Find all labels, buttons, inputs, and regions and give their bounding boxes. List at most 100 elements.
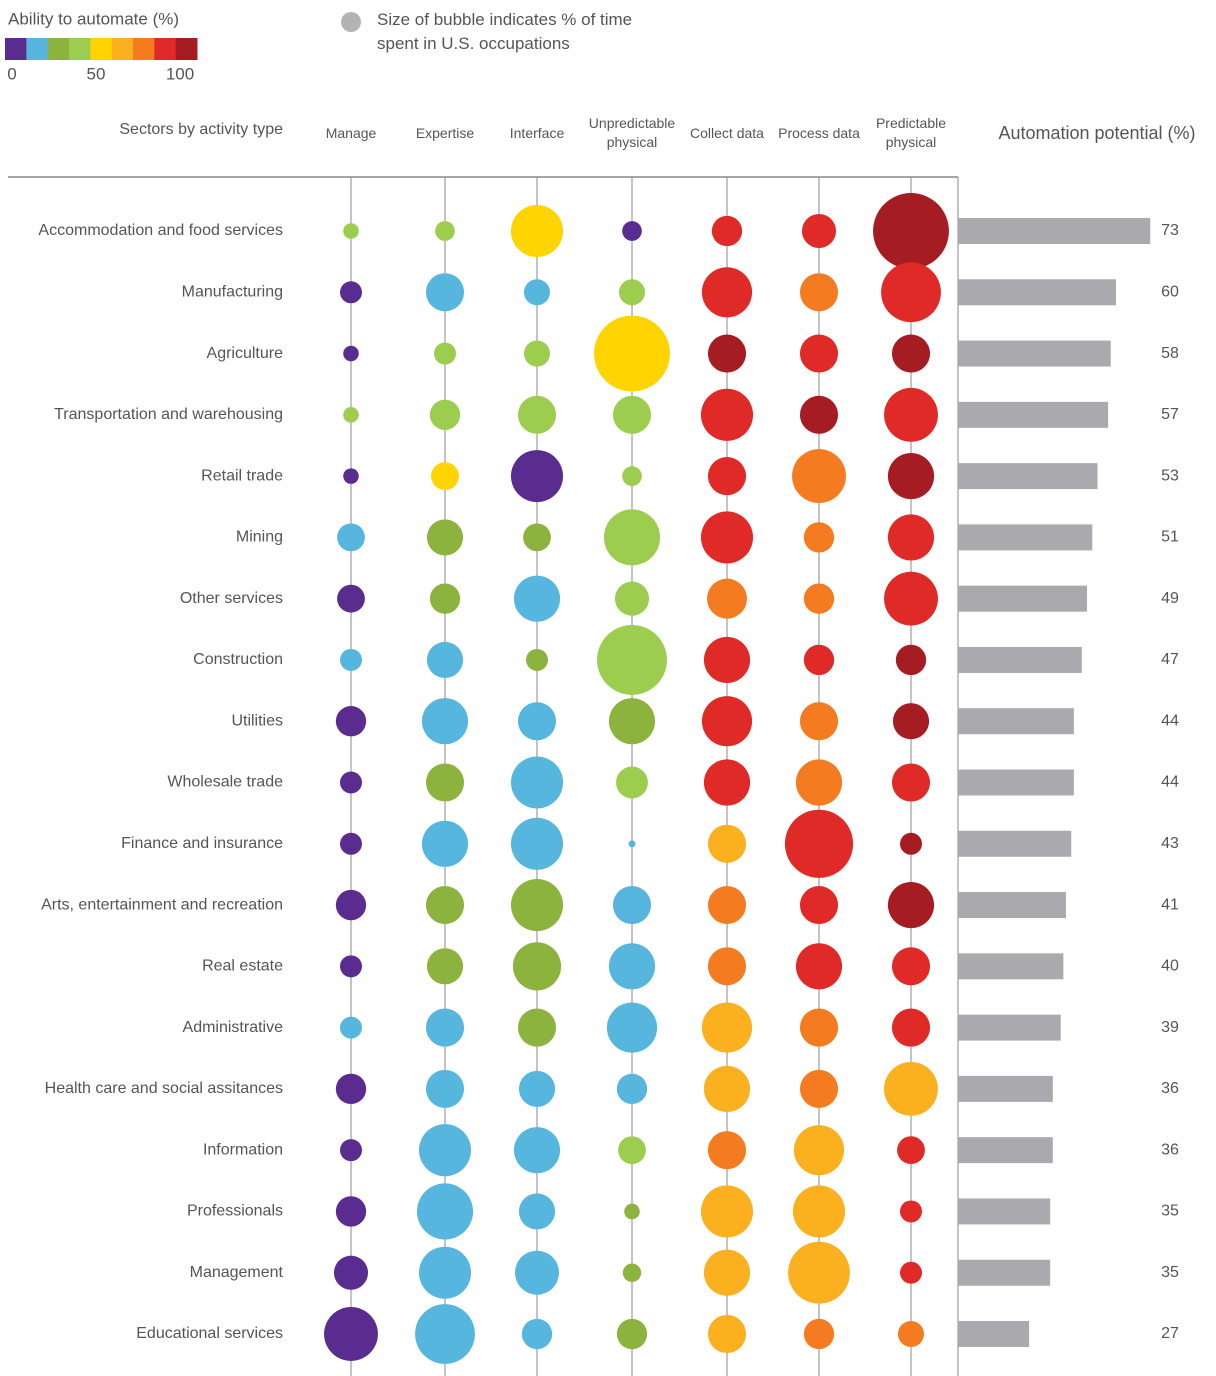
bubble [335, 706, 367, 737]
bubble [803, 583, 835, 614]
bubble [343, 407, 359, 423]
bubble [512, 942, 562, 991]
bar-value-label: 39 [1161, 1019, 1179, 1036]
bubble [340, 1016, 362, 1039]
bar-value-label: 44 [1161, 712, 1179, 729]
bubble [518, 1070, 556, 1107]
bubble [891, 947, 931, 986]
bubble [429, 583, 461, 614]
color-tick-label: 100 [166, 64, 194, 83]
bubble [518, 1193, 556, 1230]
bar [958, 830, 1072, 857]
bubble [873, 193, 949, 269]
bubble [510, 450, 564, 503]
bubble [703, 1249, 751, 1296]
color-swatch [69, 38, 91, 60]
color-swatch [47, 38, 70, 60]
bubble [616, 1318, 648, 1350]
bubble [340, 281, 362, 304]
bubble [425, 763, 465, 802]
bubble [426, 519, 464, 556]
bar-value-label: 43 [1161, 835, 1179, 852]
bar [958, 585, 1088, 612]
bubble [803, 644, 835, 676]
bar-value-label: 36 [1161, 1141, 1179, 1158]
bubble [700, 1185, 754, 1238]
bar [958, 401, 1109, 428]
bubble [425, 1008, 465, 1047]
bubble [799, 1069, 839, 1108]
bubble [618, 1136, 646, 1165]
bubble [418, 1246, 472, 1299]
bar-value-label: 36 [1161, 1080, 1179, 1097]
bubble [517, 395, 557, 434]
bubble [891, 763, 931, 802]
bar-value-label: 41 [1161, 896, 1179, 913]
bubble [784, 809, 854, 878]
bubble [628, 840, 636, 848]
bar [958, 646, 1082, 673]
bar [958, 279, 1116, 306]
bubble [700, 511, 754, 564]
bubble [707, 886, 747, 925]
bubble [622, 221, 642, 241]
color-tick-label: 50 [87, 64, 106, 83]
bubble [701, 696, 753, 747]
bubble [510, 756, 564, 809]
bubble [435, 221, 455, 241]
bar [958, 1075, 1053, 1102]
bubble [895, 644, 927, 676]
bubble [434, 342, 456, 365]
bubble [521, 1318, 553, 1350]
bubble [333, 1255, 369, 1290]
bubble [324, 1307, 378, 1361]
bubble [707, 1131, 747, 1170]
bar [958, 218, 1151, 244]
color-swatch [154, 38, 177, 60]
bar-value-label: 73 [1161, 222, 1179, 239]
color-swatch [175, 38, 198, 60]
bar [958, 463, 1098, 490]
bubble [523, 340, 551, 367]
bubble [515, 1250, 559, 1295]
bubble [900, 1200, 922, 1223]
bubble [703, 1065, 751, 1112]
bubble [513, 1127, 561, 1174]
bubble [425, 273, 465, 312]
bubble [711, 215, 743, 247]
bubble [340, 1139, 362, 1162]
bubble [707, 1314, 747, 1354]
column-header: Interface [509, 124, 565, 141]
bubble [700, 388, 754, 441]
bubble [426, 641, 464, 679]
bubble [884, 571, 938, 626]
bubble [343, 223, 359, 239]
bubble [884, 387, 938, 442]
row-label: Construction [193, 651, 283, 668]
bubble [803, 1318, 835, 1350]
color-tick-label: 0 [7, 64, 16, 83]
bubble [523, 279, 551, 306]
column-header: Process data [778, 124, 860, 141]
bubble [892, 703, 930, 740]
bubble [799, 1008, 839, 1047]
bubble [897, 1320, 925, 1348]
row-label: Information [203, 1141, 283, 1158]
row-label: Transportation and warehousing [54, 406, 283, 423]
bubble [510, 879, 564, 932]
bubble [415, 1304, 475, 1364]
bubble [335, 889, 367, 921]
color-legend-title: Ability to automate (%) [8, 9, 179, 28]
bubble [606, 1002, 658, 1053]
size-legend-text: Size of bubble indicates % of time spent… [377, 10, 633, 53]
color-swatch [90, 38, 113, 60]
row-label: Retail trade [201, 467, 283, 484]
bubble [608, 698, 656, 745]
bar-value-label: 40 [1161, 958, 1179, 975]
bubble [517, 1008, 557, 1047]
bubble [616, 766, 648, 799]
bubble [337, 523, 365, 552]
size-legend-bubble [341, 12, 361, 32]
bubble [517, 702, 557, 741]
bar-value-label: 53 [1161, 467, 1179, 484]
